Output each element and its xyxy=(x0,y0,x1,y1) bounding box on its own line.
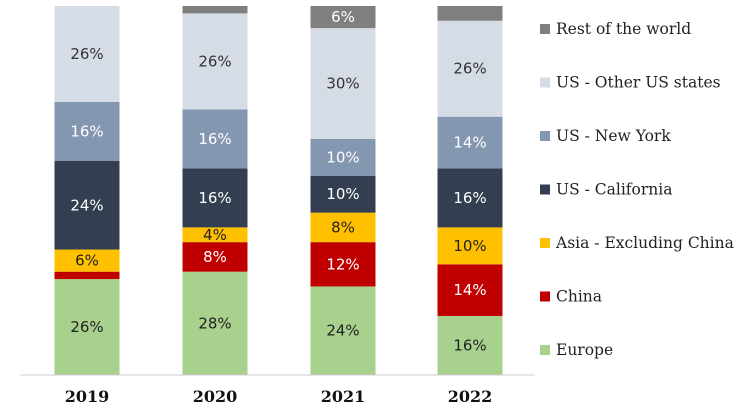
data-label-2021-asia-excluding-china: 8% xyxy=(331,218,355,236)
bar-segment-2020-us-new-york xyxy=(182,109,248,169)
bar-segment-2021-rest-of-the-world xyxy=(310,6,376,29)
bars-group xyxy=(54,6,503,375)
legend-swatch-us-other-us-states xyxy=(540,77,550,88)
data-label-2020-us-other-us-states: 26% xyxy=(198,52,231,70)
x-tick-labels-group: 2019 2020 2021 2022 xyxy=(65,387,493,406)
data-label-2022-asia-excluding-china: 10% xyxy=(453,237,486,255)
data-label-2020-us-new-york: 16% xyxy=(198,130,231,148)
legend-label-asia-excluding-china: Asia - Excluding China xyxy=(555,234,734,252)
bar-segment-2020-us-california xyxy=(182,168,248,228)
bar-segment-2021-us-new-york xyxy=(310,138,376,176)
legend-label-europe: Europe xyxy=(556,341,613,359)
data-label-2022-us-new-york: 14% xyxy=(453,134,486,152)
legend-swatch-us-california xyxy=(540,184,550,195)
bar-segment-2020-rest-of-the-world xyxy=(182,6,248,14)
legend-swatch-asia-excluding-china xyxy=(540,238,550,248)
bar-segment-2022-us-california xyxy=(437,168,503,228)
data-label-2019-us-california: 24% xyxy=(70,196,103,214)
x-tick-label-2020: 2020 xyxy=(193,387,238,406)
bar-segment-2020-us-other-us-states xyxy=(182,13,248,110)
bar-segment-2019-us-california xyxy=(54,160,120,250)
data-label-2020-us-california: 16% xyxy=(198,189,231,207)
legend-swatch-china xyxy=(540,291,550,302)
bar-segment-2019-china xyxy=(54,271,120,280)
legend-label-us-new-york: US - New York xyxy=(556,127,671,145)
bar-segment-2022-asia-excluding-china xyxy=(437,227,503,265)
bar-segment-2022-rest-of-the-world xyxy=(437,6,503,21)
bar-segment-2019-asia-excluding-china xyxy=(54,249,120,272)
bar-segment-2019-us-other-us-states xyxy=(54,6,120,102)
bar-segment-2021-china xyxy=(310,242,376,287)
bar-segment-2021-europe xyxy=(310,286,376,375)
data-label-2022-europe: 16% xyxy=(453,336,486,354)
legend-swatch-europe xyxy=(540,345,550,355)
data-label-2019-europe: 26% xyxy=(70,318,103,336)
legend-swatch-us-new-york xyxy=(540,131,550,141)
data-label-2022-us-other-us-states: 26% xyxy=(453,60,486,78)
x-tick-label-2021: 2021 xyxy=(321,387,366,406)
legend: Rest of the world US - Other US states US … xyxy=(540,20,734,359)
data-label-2022-us-california: 16% xyxy=(453,189,486,207)
legend-label-china: China xyxy=(556,288,602,306)
bar-segment-2020-china xyxy=(182,242,248,272)
data-label-2021-rest-of-the-world: 6% xyxy=(331,8,355,26)
bar-segment-2021-asia-excluding-china xyxy=(310,212,376,243)
bar-segment-2019-europe xyxy=(54,279,120,375)
bar-segment-2022-europe xyxy=(437,315,503,375)
bar-segment-2022-china xyxy=(437,264,503,316)
data-label-2021-us-other-us-states: 30% xyxy=(326,74,359,92)
data-label-2019-asia-excluding-china: 6% xyxy=(75,252,99,270)
data-label-2022-china: 14% xyxy=(453,281,486,299)
data-label-2020-asia-excluding-china: 4% xyxy=(203,226,227,244)
data-label-2021-us-new-york: 10% xyxy=(326,148,359,166)
data-label-2021-china: 12% xyxy=(326,255,359,273)
legend-label-us-california: US - California xyxy=(556,181,672,199)
x-tick-label-2019: 2019 xyxy=(65,387,110,406)
data-label-2020-china: 8% xyxy=(203,248,227,266)
bar-segment-2020-asia-excluding-china xyxy=(182,227,248,243)
legend-label-rest-of-the-world: Rest of the world xyxy=(556,20,691,38)
data-label-2020-europe: 28% xyxy=(198,314,231,332)
x-tick-label-2022: 2022 xyxy=(448,387,493,406)
bar-segment-2022-us-new-york xyxy=(437,116,503,169)
segment-labels-group: 26% 6% 24% 16% 26% 28% 8% 4% 16% 16% 26% 24% 12% 8% 10… xyxy=(70,8,486,354)
data-label-2021-europe: 24% xyxy=(326,322,359,340)
legend-swatch-rest-of-the-world xyxy=(540,24,550,34)
bar-segment-2021-us-other-us-states xyxy=(310,28,376,139)
bar-segment-2021-us-california xyxy=(310,175,376,213)
data-label-2019-us-other-us-states: 26% xyxy=(70,45,103,63)
bar-segment-2019-us-new-york xyxy=(54,101,120,161)
data-label-2019-us-new-york: 16% xyxy=(70,122,103,140)
legend-label-us-other-us-states: US - Other US states xyxy=(556,74,721,92)
bar-segment-2020-europe xyxy=(182,271,248,375)
bar-segment-2022-us-other-us-states xyxy=(437,20,503,117)
data-label-2021-us-california: 10% xyxy=(326,185,359,203)
